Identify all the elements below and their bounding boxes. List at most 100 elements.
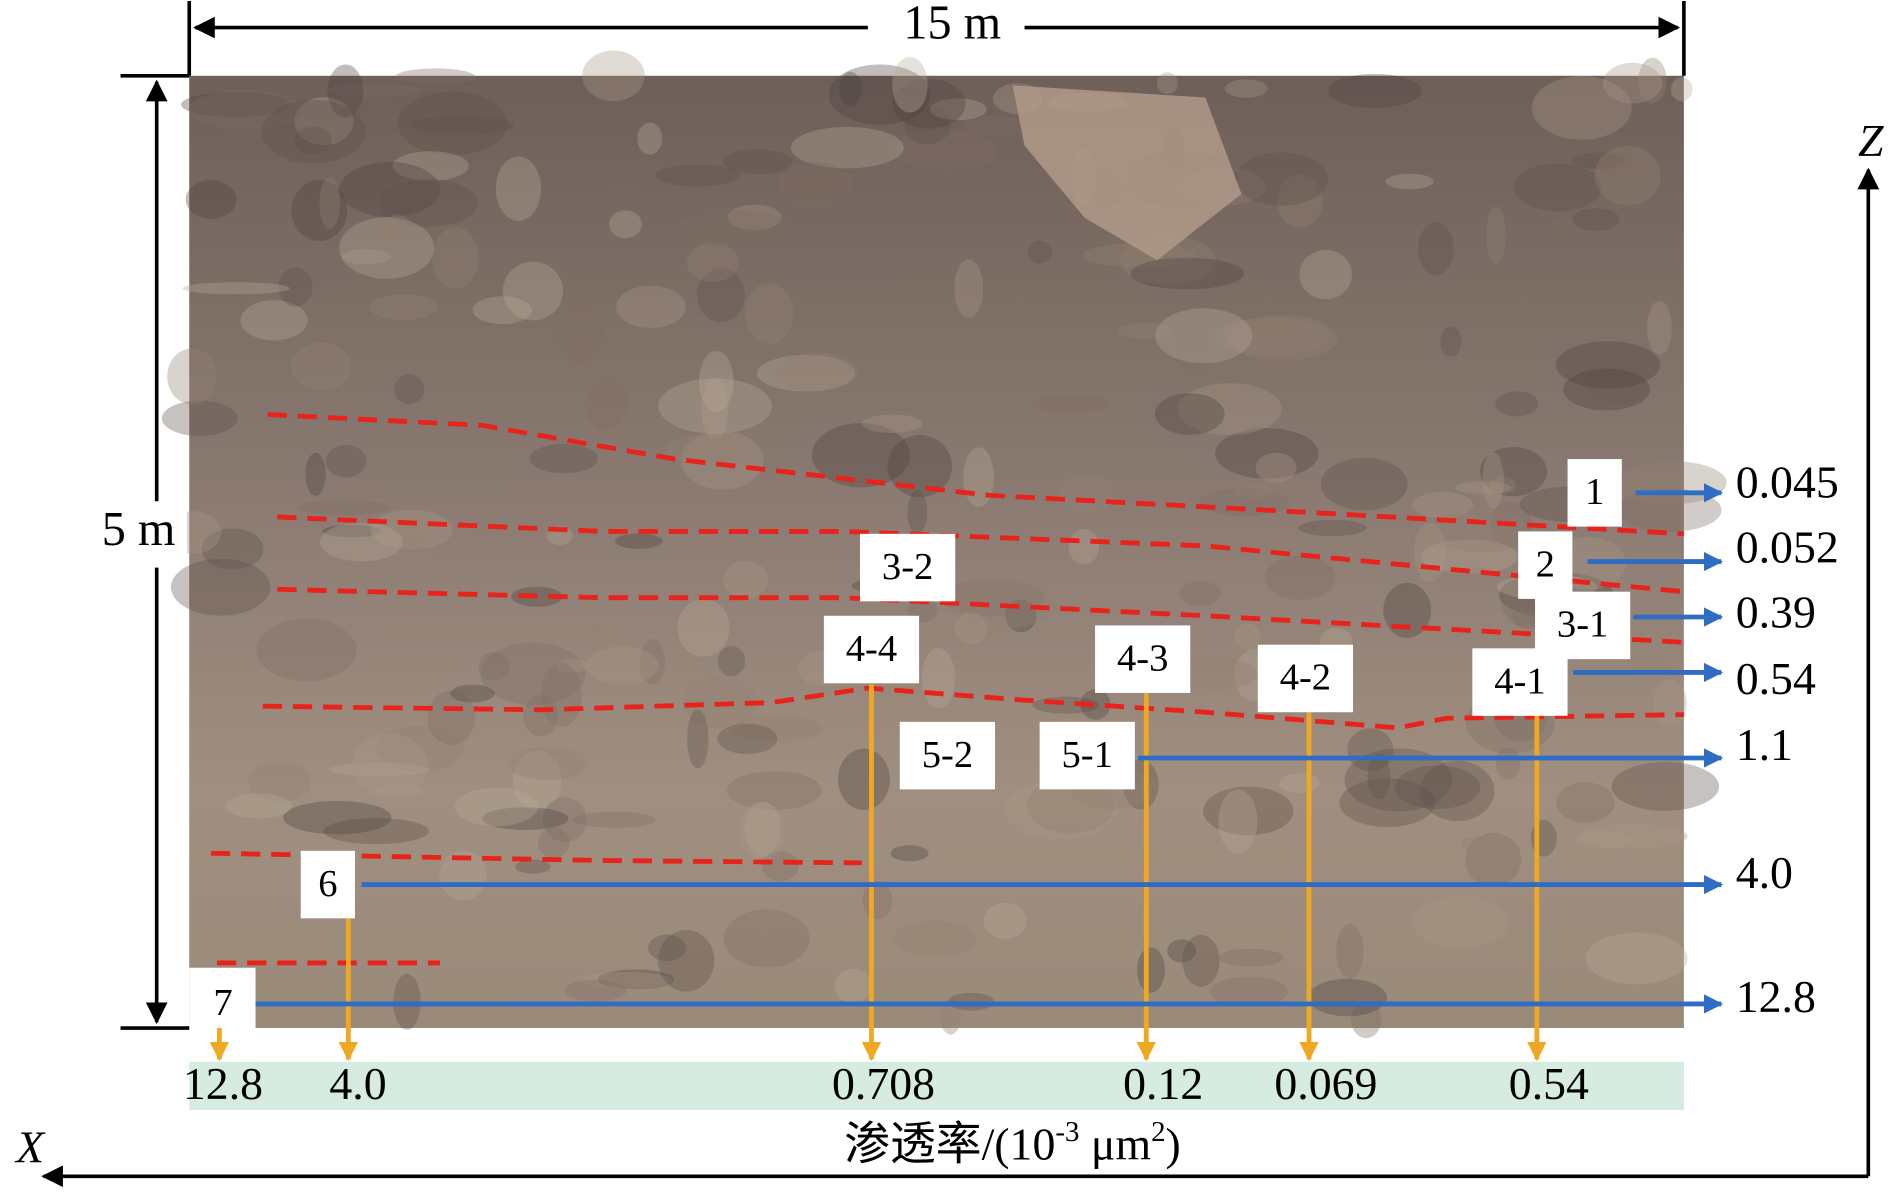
- rock-texture: [726, 771, 822, 810]
- rock-texture: [1460, 837, 1489, 851]
- rock-texture: [371, 785, 425, 799]
- rock-texture: [676, 210, 792, 249]
- rock-texture: [963, 447, 995, 508]
- rock-texture: [1264, 555, 1336, 601]
- rock-texture: [369, 294, 438, 321]
- axis-title-exp: -3: [1055, 1116, 1079, 1148]
- rock-texture: [1496, 747, 1521, 779]
- rock-texture: [954, 612, 987, 645]
- rock-texture: [1156, 72, 1178, 95]
- layer-boundary: [277, 586, 1685, 645]
- rock-texture: [929, 98, 987, 121]
- rock-texture: [1670, 77, 1693, 102]
- rock-texture: [1232, 485, 1278, 499]
- rock-texture: [256, 618, 357, 682]
- rock-texture: [611, 182, 643, 205]
- rock-texture: [1137, 947, 1165, 993]
- rock-texture: [717, 723, 778, 755]
- rock-texture: [1339, 778, 1436, 828]
- rock-texture: [1175, 311, 1212, 376]
- rock-texture: [392, 151, 469, 181]
- rock-texture: [1440, 326, 1462, 357]
- rock-texture: [1411, 491, 1474, 519]
- rock-texture: [480, 642, 586, 705]
- rock-texture: [305, 452, 326, 496]
- rock-texture: [1347, 728, 1394, 772]
- rock-texture: [778, 162, 854, 209]
- layer-boundary: [277, 514, 1685, 595]
- bottom-value: 0.708: [832, 1058, 935, 1109]
- rock-texture: [478, 652, 510, 681]
- rock-texture: [862, 414, 923, 433]
- rock-texture: [1080, 689, 1111, 720]
- rock-texture: [838, 748, 890, 811]
- rock-texture: [717, 645, 746, 677]
- axis-title-close: ): [1166, 1118, 1181, 1169]
- layer-label: 6: [318, 863, 337, 905]
- rock-texture: [732, 715, 823, 743]
- rock-texture: [523, 694, 558, 737]
- rock-texture: [1215, 428, 1319, 479]
- rock-texture: [328, 762, 431, 777]
- rock-texture: [410, 115, 515, 135]
- rock-texture: [1630, 656, 1674, 682]
- rock-texture: [585, 378, 628, 430]
- rock-texture: [947, 577, 1057, 629]
- bottom-value: 0.54: [1509, 1058, 1589, 1109]
- rock-texture: [1277, 174, 1323, 228]
- rock-texture: [463, 571, 514, 585]
- rock-texture: [1532, 76, 1632, 140]
- layer-box: [300, 850, 355, 919]
- height-label: 5 m: [102, 503, 176, 556]
- rock-texture: [1652, 679, 1687, 728]
- rock-texture: [839, 71, 862, 107]
- rock-texture: [954, 259, 984, 318]
- axis-title-unit: μm: [1079, 1118, 1151, 1169]
- rock-texture: [722, 149, 793, 175]
- layer-label: 4-2: [1280, 657, 1331, 699]
- rock-texture: [1511, 606, 1540, 628]
- rock-texture: [420, 203, 456, 231]
- layer-box: [1472, 648, 1568, 716]
- rock-texture: [1585, 932, 1688, 985]
- rock-texture: [1431, 509, 1530, 553]
- rock-texture: [1298, 519, 1367, 536]
- rock-texture: [1385, 173, 1434, 190]
- rock-texture: [654, 164, 741, 187]
- layer-label: 1: [1585, 471, 1604, 513]
- rock-texture: [658, 378, 772, 434]
- rock-texture: [382, 214, 413, 249]
- rock-texture: [774, 352, 858, 392]
- rock-texture: [1117, 322, 1172, 340]
- rock-texture: [677, 599, 730, 657]
- rock-texture: [921, 648, 956, 709]
- axis-title-text: 渗透率/(10: [844, 1118, 1055, 1169]
- right-value: 1.1: [1736, 719, 1793, 770]
- right-value: 0.052: [1736, 521, 1839, 572]
- rock-texture: [388, 537, 434, 560]
- rock-texture: [482, 807, 569, 830]
- rock-texture: [639, 639, 665, 685]
- right-value: 0.045: [1736, 456, 1839, 507]
- rock-texture: [1209, 976, 1288, 1007]
- rock-texture: [161, 400, 238, 437]
- x-label: X: [14, 1122, 46, 1173]
- rock-texture: [1573, 831, 1633, 849]
- rock-texture: [1234, 152, 1329, 206]
- rock-texture: [723, 909, 810, 968]
- layer-label: 2: [1536, 543, 1555, 585]
- rock-texture: [1618, 488, 1722, 532]
- rock-texture: [439, 850, 487, 901]
- rock-texture: [542, 797, 587, 843]
- boulder: [1012, 85, 1242, 261]
- rock-texture: [1486, 206, 1506, 264]
- rock-texture: [614, 533, 663, 549]
- rock-texture: [1546, 215, 1584, 256]
- rock-texture: [502, 261, 564, 321]
- rock-texture: [1420, 760, 1495, 822]
- rock-texture: [1336, 923, 1364, 979]
- layer-box: [1257, 644, 1354, 713]
- rock-texture: [761, 851, 799, 882]
- rock-texture: [323, 818, 430, 845]
- rock-texture: [756, 355, 855, 392]
